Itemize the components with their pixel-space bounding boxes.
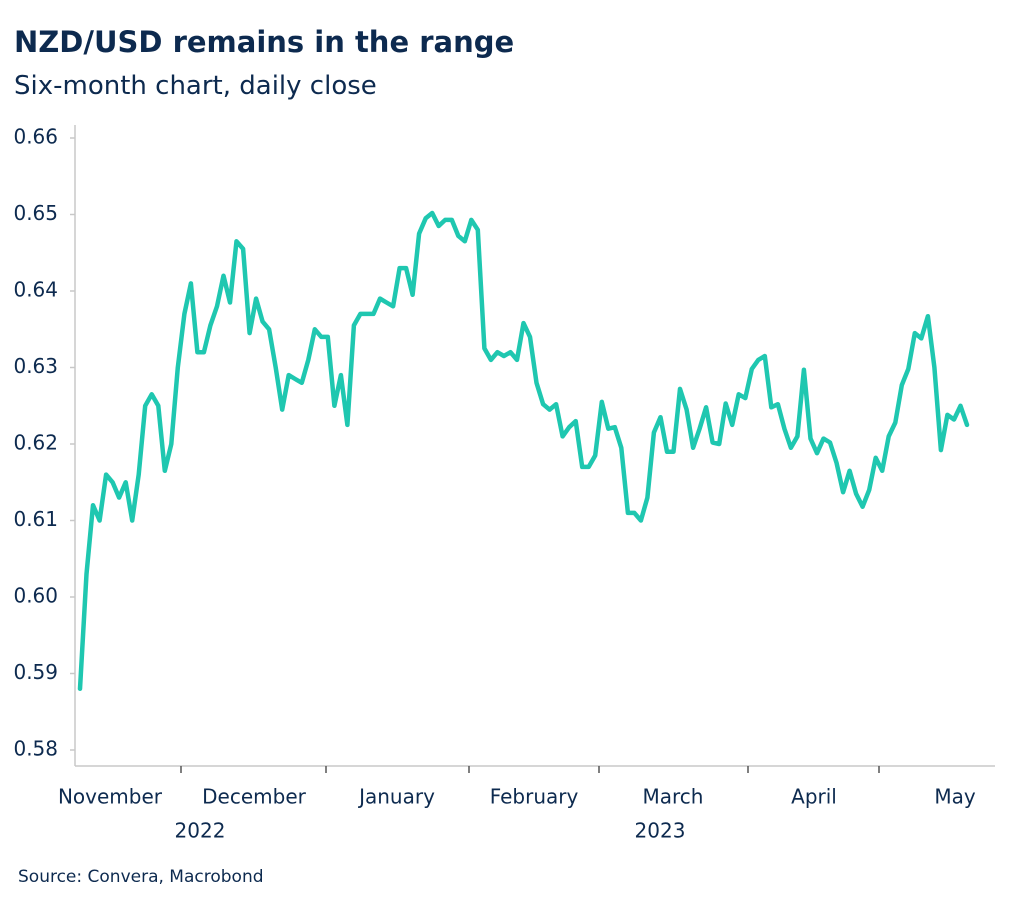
chart-subtitle: Six-month chart, daily close xyxy=(14,71,377,101)
chart-title: NZD/USD remains in the range xyxy=(14,25,514,59)
x-tick-label: February xyxy=(490,785,579,809)
y-tick-label: 0.66 xyxy=(13,125,58,149)
x-tick-label: March xyxy=(643,785,704,809)
y-tick-label: 0.64 xyxy=(13,278,58,302)
x-tick-label: November xyxy=(58,785,163,809)
year-label: 2022 xyxy=(175,819,226,843)
line xyxy=(77,210,970,692)
x-tick-label: April xyxy=(791,785,837,809)
y-tick-label: 0.62 xyxy=(13,431,58,455)
year-label: 2023 xyxy=(635,819,686,843)
y-tick-label: 0.63 xyxy=(13,354,58,378)
x-tick-label: December xyxy=(202,785,306,809)
y-tick-label: 0.59 xyxy=(13,660,58,684)
source: Source: Convera, Macrobond xyxy=(18,867,264,887)
x-tick-label: January xyxy=(357,785,435,809)
y-tick-label: 0.58 xyxy=(13,737,58,761)
x-tick-label: May xyxy=(934,785,976,809)
y-tick-label: 0.65 xyxy=(13,201,58,225)
y-tick-label: 0.61 xyxy=(13,507,58,531)
y-tick-label: 0.60 xyxy=(13,584,58,608)
